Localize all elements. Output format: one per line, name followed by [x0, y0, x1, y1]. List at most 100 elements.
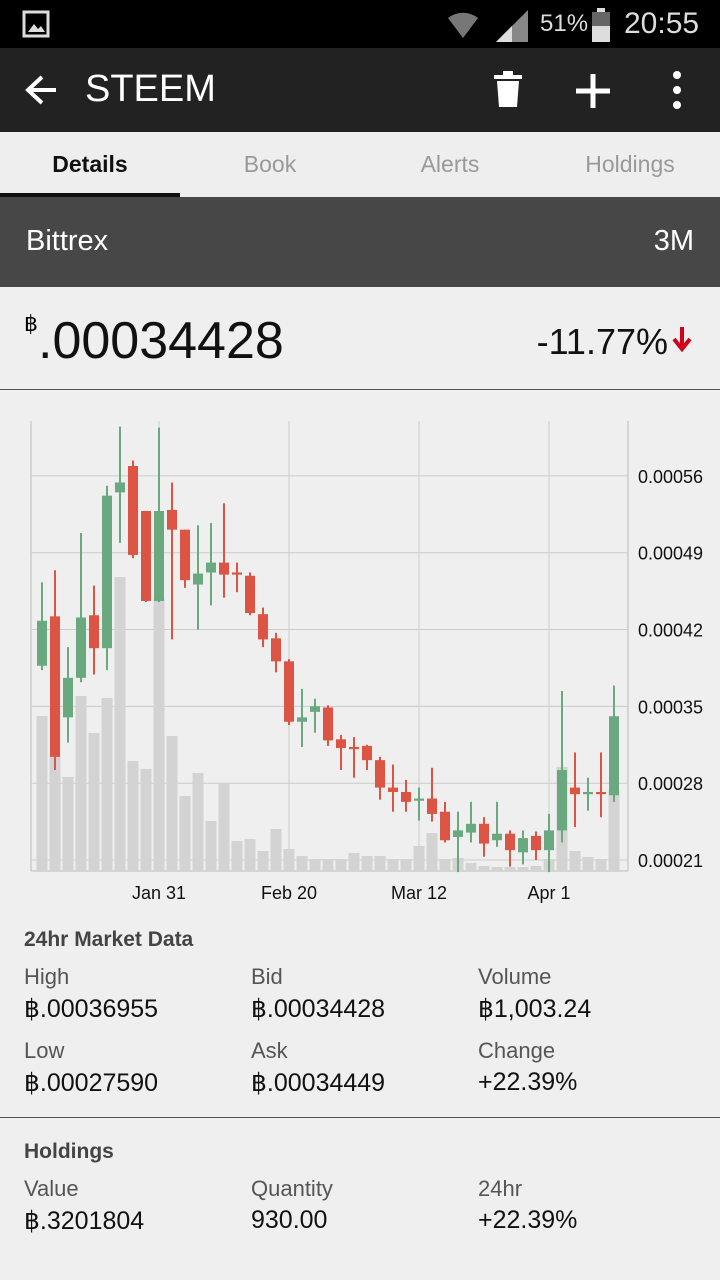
candle-body — [466, 823, 476, 833]
x-tick-label: Mar 12 — [391, 883, 447, 903]
candle-body — [128, 466, 138, 555]
candle-body — [206, 562, 216, 573]
item-value: 930.00 — [251, 1206, 328, 1234]
add-button[interactable] — [574, 72, 612, 110]
volume-bar — [166, 736, 178, 871]
candle-body — [440, 811, 450, 841]
candle-body — [492, 833, 502, 841]
clock: 20:55 — [624, 7, 700, 40]
tab[interactable]: Book — [243, 151, 297, 177]
candle-body — [505, 833, 515, 851]
candle-body — [258, 614, 268, 640]
menu-button[interactable] — [670, 70, 684, 110]
candle-body — [349, 746, 359, 750]
y-tick-label: 0.00042 — [638, 621, 703, 641]
signal-icons — [448, 10, 528, 42]
battery-icon — [592, 8, 610, 42]
volume-bar — [517, 867, 529, 871]
item-label: Low — [24, 1038, 65, 1063]
volume-bar — [270, 829, 282, 871]
volume-bar — [218, 783, 230, 871]
volume-bar — [504, 867, 516, 871]
tab[interactable]: Alerts — [420, 151, 480, 177]
candle-body — [63, 677, 73, 718]
item-label: Bid — [251, 964, 283, 989]
item-label: Value — [24, 1176, 79, 1201]
item-label: Quantity — [251, 1176, 333, 1201]
item-value: ฿.3201804 — [24, 1207, 145, 1235]
exchange-bar: Bittrex 3M — [0, 197, 720, 287]
item-value: ฿.00034449 — [251, 1069, 386, 1097]
candle-body — [362, 745, 372, 761]
app-bar: STEEM — [0, 48, 720, 132]
volume-bar — [153, 599, 165, 871]
item-label: 24hr — [478, 1176, 523, 1201]
candle-body — [154, 511, 164, 601]
volume-bar — [569, 851, 581, 871]
volume-bar — [62, 777, 74, 871]
candle-body — [245, 575, 255, 614]
range[interactable]: 3M — [653, 225, 694, 257]
battery-text: 51% — [540, 10, 589, 37]
volume-bar — [400, 859, 412, 871]
candle-body — [167, 509, 177, 530]
volume-bar — [413, 846, 425, 871]
item-label: High — [24, 964, 70, 989]
candle-body — [479, 823, 489, 844]
candle-body — [89, 615, 99, 649]
back-button[interactable] — [24, 74, 60, 106]
volume-bar — [335, 859, 347, 871]
candle-body — [544, 830, 554, 851]
candle-body — [102, 495, 112, 649]
item-label: Volume — [478, 964, 552, 989]
candle-body — [232, 572, 242, 575]
app-title: STEEM — [85, 68, 216, 110]
tab[interactable]: Holdings — [585, 151, 675, 177]
volume-bar — [296, 856, 308, 871]
gallery-icon — [22, 10, 50, 38]
volume-bar — [465, 863, 477, 871]
item-value: +22.39% — [478, 1206, 578, 1234]
candle-body — [284, 661, 294, 722]
candle-body — [336, 739, 346, 749]
volume-bar — [192, 773, 204, 871]
item-label: Ask — [251, 1038, 288, 1063]
volume-bar — [595, 859, 607, 871]
holdings-section: Holdings Value ฿.3201804 Quantity 930.00 24h… — [0, 1118, 720, 1280]
y-tick-label: 0.00049 — [638, 544, 703, 564]
candle-body — [401, 791, 411, 802]
volume-bar — [374, 856, 386, 871]
volume-bar — [322, 859, 334, 871]
candle-body — [37, 620, 47, 666]
section-title: Holdings — [24, 1140, 114, 1163]
volume-bar — [140, 769, 152, 871]
tab[interactable]: Details — [0, 132, 180, 197]
volume-bar — [439, 859, 451, 871]
y-tick-label: 0.00028 — [638, 774, 703, 794]
delete-button[interactable] — [494, 70, 522, 108]
price-row: ฿ .00034428 -11.77% — [0, 287, 720, 390]
price-change: -11.77% — [536, 321, 668, 362]
candle-body — [427, 798, 437, 814]
candle-body — [50, 616, 60, 757]
candle-body — [414, 798, 424, 801]
volume-bar — [75, 696, 87, 871]
candle-body — [297, 717, 307, 722]
candle-body — [180, 529, 190, 581]
item-label: Change — [478, 1038, 556, 1063]
volume-bar — [361, 856, 373, 871]
volume-bar — [426, 833, 438, 871]
volume-bar — [127, 761, 139, 871]
volume-bar — [530, 866, 542, 871]
item-value: ฿.00027590 — [24, 1069, 159, 1097]
candle-body — [388, 787, 398, 792]
volume-bar — [283, 849, 295, 871]
volume-bar — [491, 867, 503, 871]
exchange-name[interactable]: Bittrex — [26, 225, 109, 257]
volume-bar — [101, 698, 113, 871]
candle-body — [570, 787, 580, 795]
status-bar: 51% 20:55 — [0, 0, 720, 48]
chart: 0.00021 0.00028 0.00035 0.00042 0.00049 0.000… — [30, 421, 703, 903]
volume-bar — [114, 577, 126, 871]
